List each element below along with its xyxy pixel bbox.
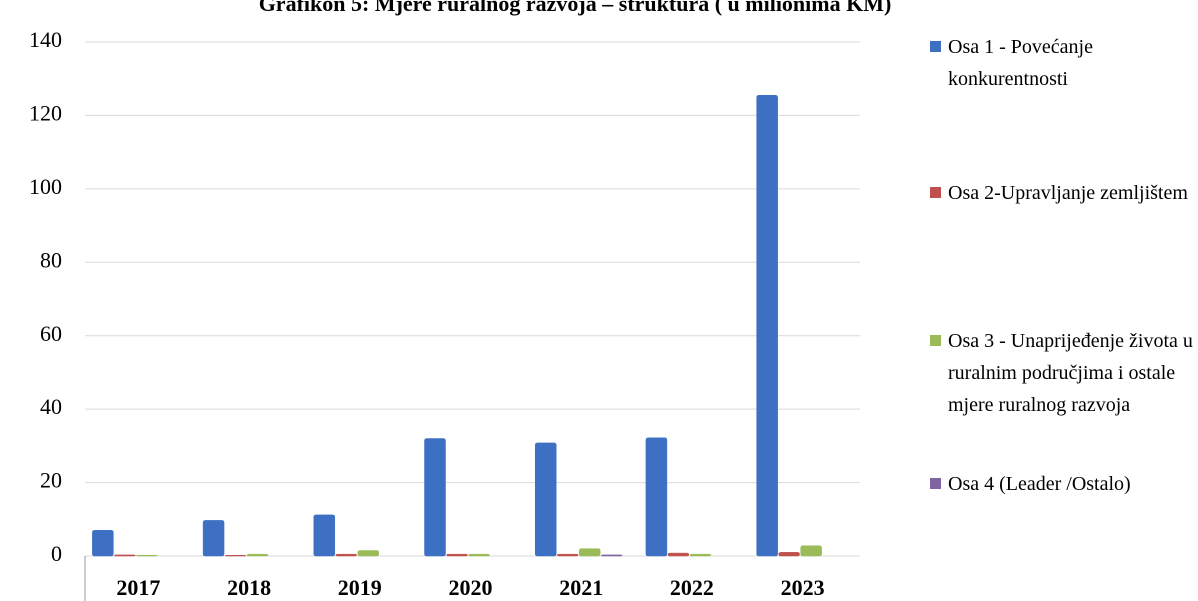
y-tick-label: 60 <box>40 321 62 346</box>
bar <box>667 552 690 557</box>
bar <box>800 545 822 557</box>
bar <box>114 554 136 557</box>
bar <box>246 553 269 557</box>
bar <box>335 553 358 557</box>
y-tick-label: 20 <box>40 468 62 493</box>
y-tick-label: 40 <box>40 394 62 419</box>
bar <box>468 553 490 557</box>
legend-swatch <box>930 335 941 346</box>
bar <box>600 554 623 557</box>
bar <box>534 442 557 557</box>
chart-title: Grafikon 5: Mjere ruralnog razvoja – str… <box>259 0 892 16</box>
legend-label: Osa 4 (Leader /Ostalo) <box>948 473 1131 495</box>
bar <box>446 553 468 557</box>
legend-swatch <box>930 41 941 52</box>
bar <box>136 555 158 557</box>
x-tick-label: 2023 <box>781 575 825 600</box>
bar <box>424 438 446 557</box>
y-tick-label: 120 <box>29 100 62 125</box>
bar <box>756 94 778 557</box>
bar <box>313 514 336 557</box>
x-tick-label: 2022 <box>670 575 714 600</box>
legend-label: Osa 2-Upravljanje zemljištem <box>948 182 1188 204</box>
y-tick-label: 100 <box>29 174 62 199</box>
legend-swatch <box>930 478 941 489</box>
bar <box>778 552 800 557</box>
bar <box>645 437 668 557</box>
x-tick-label: 2018 <box>227 575 271 600</box>
bar <box>556 553 579 557</box>
legend-item: Osa 1 - Povećanje konkurentnosti <box>930 31 1193 95</box>
x-tick-label: 2017 <box>116 575 160 600</box>
x-tick-label: 2020 <box>449 575 493 600</box>
legend-swatch <box>930 187 941 198</box>
bar <box>689 553 712 557</box>
bar <box>202 520 225 557</box>
y-tick-label: 80 <box>40 247 62 272</box>
legend-label: Osa 3 - Unaprijeđenje života u ruralnim … <box>948 330 1193 416</box>
bar <box>578 548 601 557</box>
bar <box>224 555 247 557</box>
legend-item: Osa 2-Upravljanje zemljištem <box>930 177 1193 209</box>
legend-label: Osa 1 - Povećanje konkurentnosti <box>948 36 1093 90</box>
legend-item: Osa 4 (Leader /Ostalo) <box>930 468 1193 500</box>
bar <box>92 530 114 557</box>
x-tick-label: 2019 <box>338 575 382 600</box>
legend-item: Osa 3 - Unaprijeđenje života u ruralnim … <box>930 325 1193 421</box>
y-tick-label: 0 <box>51 541 62 566</box>
x-tick-label: 2021 <box>559 575 603 600</box>
bar <box>357 550 380 557</box>
y-tick-label: 140 <box>29 27 62 52</box>
